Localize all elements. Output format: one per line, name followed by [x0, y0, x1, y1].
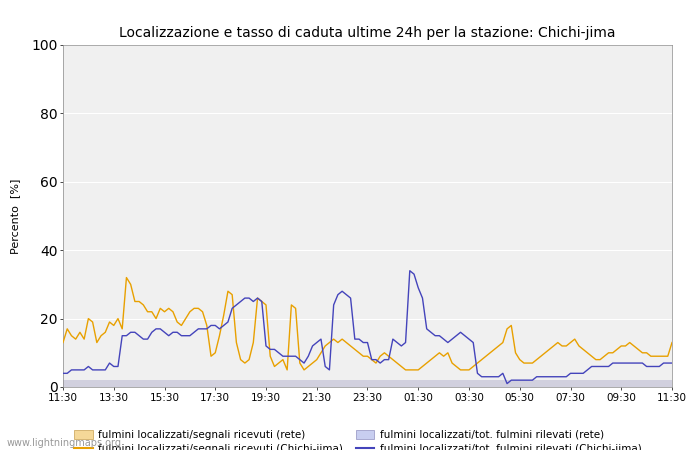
- Text: www.lightningmaps.org: www.lightningmaps.org: [7, 438, 122, 448]
- Legend: fulmini localizzati/segnali ricevuti (rete), fulmini localizzati/segnali ricevut: fulmini localizzati/segnali ricevuti (re…: [74, 430, 641, 450]
- Y-axis label: Percento  [%]: Percento [%]: [10, 178, 20, 254]
- Title: Localizzazione e tasso di caduta ultime 24h per la stazione: Chichi-jima: Localizzazione e tasso di caduta ultime …: [119, 26, 616, 40]
